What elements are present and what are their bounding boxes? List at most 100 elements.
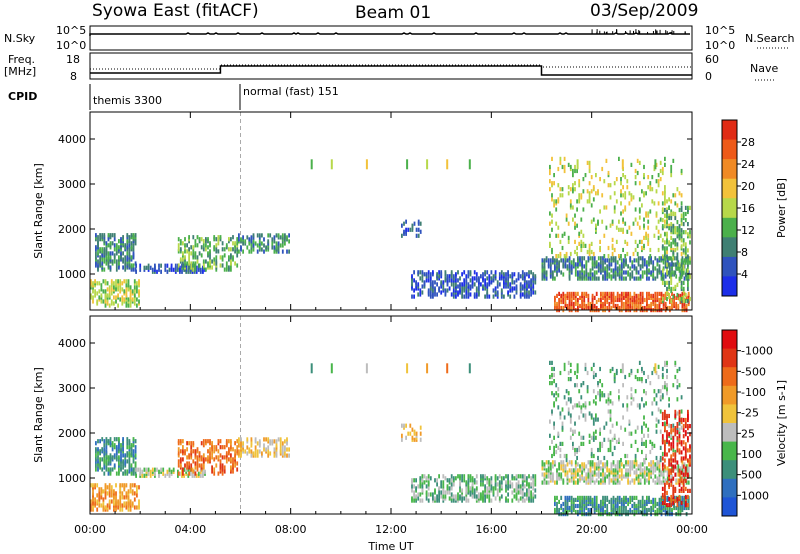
data-cell xyxy=(192,251,195,256)
data-cell xyxy=(661,466,664,471)
data-cell xyxy=(629,303,632,309)
data-cell xyxy=(277,437,280,442)
data-cell xyxy=(668,256,670,261)
data-cell xyxy=(105,449,108,454)
colorbar-segment xyxy=(722,217,737,238)
data-cell xyxy=(683,503,686,509)
colorbar-frame xyxy=(721,329,738,517)
data-cell xyxy=(568,295,571,300)
data-cell xyxy=(419,476,422,481)
y-tick-label: 1000 xyxy=(58,472,86,485)
data-cell xyxy=(555,233,558,238)
data-cell xyxy=(554,295,556,300)
data-cell xyxy=(656,291,659,296)
data-cell xyxy=(115,243,118,248)
data-cell xyxy=(254,445,257,450)
data-cell xyxy=(482,284,484,289)
data-cell xyxy=(674,284,677,289)
data-cell xyxy=(413,498,415,503)
data-cell xyxy=(560,460,563,465)
data-cell xyxy=(607,173,610,178)
data-cell xyxy=(488,280,491,285)
data-cell xyxy=(523,474,526,479)
data-cell xyxy=(638,377,641,382)
data-cell xyxy=(273,235,276,240)
data-cell xyxy=(592,435,595,440)
data-cell xyxy=(668,197,670,202)
data-cell xyxy=(590,451,593,457)
data-cell xyxy=(129,489,132,494)
data-cell xyxy=(217,449,220,454)
data-cell xyxy=(275,443,278,448)
data-cell xyxy=(660,291,663,296)
data-cell xyxy=(600,297,602,303)
data-cell xyxy=(530,278,532,283)
data-cell xyxy=(626,403,629,408)
data-cell xyxy=(263,249,265,254)
data-cell xyxy=(664,189,666,194)
data-cell xyxy=(588,199,591,204)
data-cell xyxy=(680,486,683,491)
data-cell xyxy=(674,498,677,504)
data-cell xyxy=(672,447,675,453)
data-cell xyxy=(629,480,632,485)
data-cell xyxy=(664,421,666,426)
data-cell xyxy=(104,495,107,500)
data-cell xyxy=(661,238,664,243)
data-cell xyxy=(687,268,689,273)
data-streak xyxy=(406,159,409,170)
data-cell xyxy=(637,270,640,275)
data-cell xyxy=(507,270,509,275)
data-cell xyxy=(99,461,101,466)
data-cell xyxy=(111,251,114,256)
data-cell xyxy=(132,267,135,272)
data-cell xyxy=(602,291,604,296)
data-cell xyxy=(641,295,644,300)
data-cell xyxy=(230,439,232,444)
data-cell xyxy=(643,370,645,376)
data-cell xyxy=(519,292,522,297)
data-cell xyxy=(676,379,679,384)
data-cell xyxy=(649,254,652,259)
data-cell xyxy=(123,501,126,506)
data-cell xyxy=(666,262,668,267)
data-cell xyxy=(651,199,654,204)
data-cell xyxy=(118,255,120,260)
data-cell xyxy=(263,443,265,448)
data-cell xyxy=(632,397,635,402)
data-cell xyxy=(103,233,106,238)
nsky-line xyxy=(89,32,690,36)
data-cell xyxy=(566,258,569,263)
data-cell xyxy=(662,301,665,307)
data-cell xyxy=(574,470,577,475)
data-cell xyxy=(574,474,577,479)
data-cell xyxy=(236,253,239,258)
data-cell xyxy=(655,417,658,422)
data-cell xyxy=(583,297,586,303)
data-cell xyxy=(618,499,621,504)
data-cell xyxy=(557,197,560,202)
data-cell xyxy=(657,183,660,188)
data-cell xyxy=(177,451,180,456)
data-cell xyxy=(678,482,681,487)
data-cell xyxy=(629,495,632,500)
data-streak xyxy=(576,363,579,374)
data-cell xyxy=(675,505,678,511)
data-cell xyxy=(595,395,597,400)
data-cell xyxy=(128,247,131,252)
data-cell xyxy=(534,290,537,295)
data-cell xyxy=(646,264,648,269)
data-cell xyxy=(664,195,666,200)
data-cell xyxy=(560,495,563,500)
data-cell xyxy=(115,455,118,460)
data-cell xyxy=(467,274,470,279)
data-cell xyxy=(567,239,570,244)
data-cell xyxy=(648,480,650,485)
data-cell xyxy=(236,461,239,466)
data-cell xyxy=(275,451,278,456)
colorbar-segment xyxy=(722,367,737,387)
data-cell xyxy=(411,274,413,279)
data-cell xyxy=(265,447,267,452)
data-cell xyxy=(607,401,610,406)
data-cell xyxy=(649,247,652,253)
